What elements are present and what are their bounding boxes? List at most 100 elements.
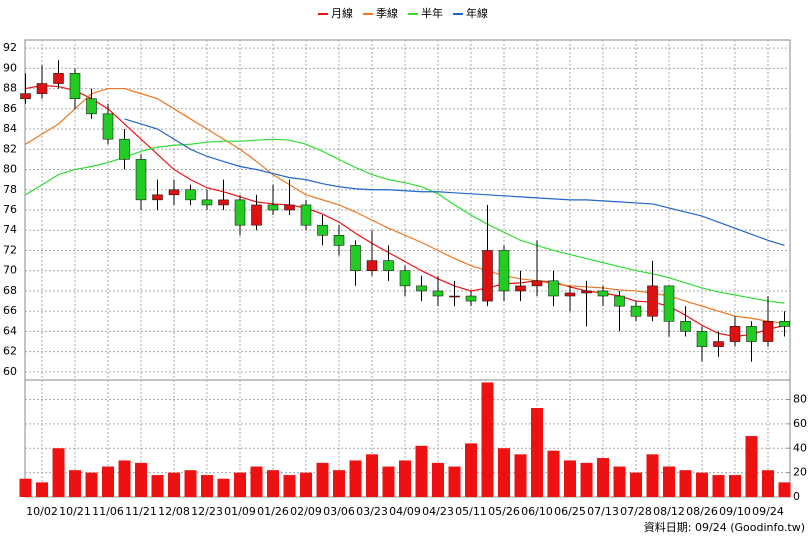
candle-body: [548, 280, 559, 297]
volume-bar: [118, 460, 131, 497]
y-tick-label: 74: [3, 223, 17, 236]
candle-body: [746, 326, 757, 342]
volume-bar: [102, 466, 114, 497]
volume-bar: [283, 475, 296, 497]
candle-body: [201, 199, 213, 206]
volume-bar: [267, 470, 279, 497]
candle-body: [102, 113, 114, 140]
y2-tick-label: 80: [793, 393, 807, 406]
candle-body: [284, 204, 295, 211]
volume-bar: [547, 450, 560, 497]
candle-body: [350, 245, 361, 271]
x-tick-label: 03/23: [356, 505, 388, 518]
x-tick-label: 12/08: [158, 505, 190, 518]
legend-label: 半年: [421, 6, 443, 20]
x-tick-label: 01/09: [224, 505, 256, 518]
x-tick-label: 02/09: [290, 505, 322, 518]
candle-body: [86, 98, 97, 115]
y-tick-label: 62: [3, 345, 17, 358]
candle-body: [119, 138, 130, 160]
footer: 資料日期: 09/24 (Goodinfo.tw): [644, 520, 805, 534]
y-tick-label: 84: [3, 122, 17, 135]
volume-bar: [300, 472, 312, 497]
candle-body: [696, 331, 708, 347]
x-tick-label: 05/11: [455, 505, 487, 518]
ma-line: [25, 87, 785, 324]
x-tick-label: 08/12: [653, 505, 685, 518]
candle-body: [267, 204, 279, 211]
y-tick-label: 66: [3, 304, 17, 317]
volume-bar: [399, 460, 411, 497]
candle-body: [581, 290, 592, 294]
candle-body: [185, 189, 196, 201]
candle-body: [36, 83, 48, 94]
candle-body: [498, 250, 510, 292]
volume-bar: [432, 462, 444, 497]
y-tick-label: 70: [3, 264, 17, 277]
y-tick-label: 72: [3, 243, 17, 256]
candle-body: [20, 93, 31, 99]
plot-frame: [24, 39, 791, 498]
volume-bar: [712, 475, 725, 497]
volume-bar: [448, 466, 461, 497]
x-tick-label: 04/23: [422, 505, 454, 518]
volume-bar: [531, 408, 543, 497]
candle-body: [647, 285, 658, 317]
ma-line: [124, 118, 785, 246]
y-tick-label: 64: [3, 324, 17, 337]
ma-line: [25, 138, 785, 304]
volume-bar: [465, 443, 477, 497]
y2-tick-label: 20: [793, 466, 807, 479]
legend-label: 年線: [466, 6, 488, 20]
volume-bar: [168, 472, 180, 497]
candle-body: [53, 73, 64, 84]
candle-body: [465, 295, 477, 302]
volume-bar: [36, 482, 48, 497]
y-tick-label: 80: [3, 163, 17, 176]
candle-body: [680, 321, 691, 332]
y-tick-label: 78: [3, 183, 17, 196]
volume-bar: [514, 454, 527, 497]
volume-bar: [663, 466, 675, 497]
y-tick-label: 90: [3, 61, 17, 74]
volume-bar: [217, 478, 230, 497]
volume-bar: [498, 448, 510, 497]
volume-bar: [481, 382, 494, 497]
candle-body: [531, 280, 543, 287]
volume-bar: [135, 462, 147, 497]
volume-bar: [184, 470, 197, 497]
volume-bar: [234, 472, 246, 497]
y2-tick-label: 40: [793, 441, 807, 454]
volume-bar: [778, 482, 791, 497]
ma-line: [25, 84, 785, 338]
volume-bar: [415, 445, 428, 497]
volume-bar: [382, 466, 395, 497]
y-tick-label: 86: [3, 102, 17, 115]
x-tick-label: 03/06: [323, 505, 355, 518]
volume-bar: [696, 472, 708, 497]
volume-bar: [349, 460, 362, 497]
volume-bar: [762, 470, 774, 497]
volume-bar: [646, 454, 659, 497]
y-tick-label: 82: [3, 142, 17, 155]
candle-body: [135, 159, 147, 201]
volume-bar: [564, 460, 576, 497]
candle-body: [300, 204, 312, 226]
candle-body: [449, 295, 460, 298]
candle-body: [482, 250, 493, 302]
x-tick-label: 11/06: [92, 505, 124, 518]
candle-body: [416, 285, 427, 292]
x-tick-label: 06/25: [554, 505, 586, 518]
volume-bar: [151, 475, 164, 497]
x-tick-label: 09/24: [752, 505, 784, 518]
candle-body: [399, 270, 411, 287]
candle-body: [366, 260, 378, 271]
x-tick-label: 09/10: [719, 505, 751, 518]
y-tick-label: 88: [3, 82, 17, 95]
x-tick-label: 07/28: [620, 505, 652, 518]
x-tick-label: 12/23: [191, 505, 223, 518]
candle-body: [152, 194, 163, 201]
x-tick-label: 10/02: [26, 505, 58, 518]
y-tick-label: 92: [3, 41, 17, 54]
